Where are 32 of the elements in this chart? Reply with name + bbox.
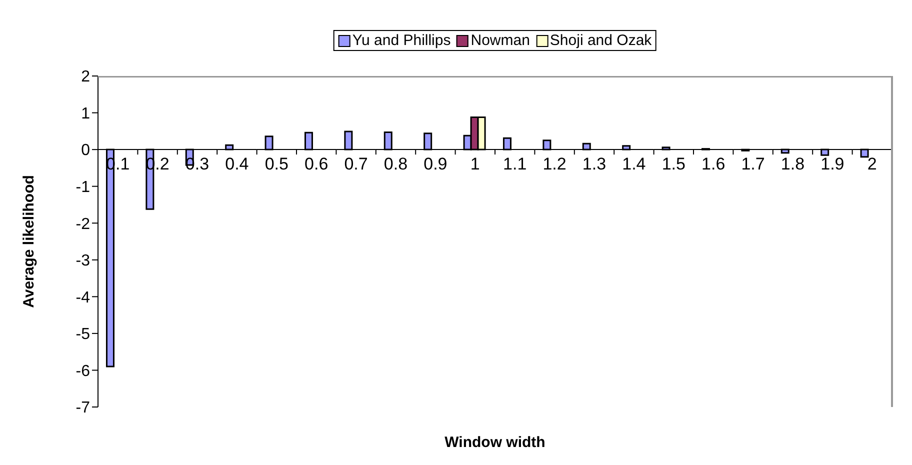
- y-tick-label: 1: [81, 105, 90, 122]
- y-tick-label: -2: [76, 216, 90, 233]
- y-tick-label: -7: [76, 400, 90, 417]
- y-tick-label: -1: [76, 179, 90, 196]
- y-tick-label: 2: [81, 68, 90, 86]
- y-tick-label: -4: [76, 289, 90, 306]
- x-tick-label: 0.6: [304, 154, 328, 174]
- x-tick-label: 0.8: [384, 154, 408, 174]
- legend-label: Yu and Phillips: [352, 32, 451, 49]
- x-tick-label: 1.8: [780, 154, 805, 174]
- y-tick-label: -6: [76, 362, 90, 380]
- x-tick-label: 0.9: [424, 154, 448, 174]
- x-tick-label: 1: [470, 154, 480, 174]
- x-tick-label: 1.1: [503, 154, 527, 174]
- x-tick-label: 0.5: [264, 154, 288, 174]
- x-tick-label: 1.6: [702, 154, 726, 174]
- y-tick-label: -3: [76, 252, 90, 270]
- x-axis-title: Window width: [444, 434, 546, 451]
- x-tick-label: 1.7: [741, 154, 765, 174]
- x-tick-label: 2: [867, 154, 877, 174]
- x-tick-label: 1.5: [662, 154, 686, 174]
- legend-label: Shoji and Ozak: [550, 32, 652, 49]
- x-tick-label: 1.9: [820, 154, 844, 174]
- x-tick-label: 0.4: [225, 154, 249, 174]
- x-tick-label: 1.4: [622, 154, 646, 174]
- x-tick-label: 0.7: [344, 154, 368, 174]
- x-tick-label: 1.2: [542, 154, 566, 174]
- y-tick-label: -5: [76, 326, 90, 344]
- y-tick-label: 0: [81, 142, 90, 160]
- y-axis-title: Average likelihood: [20, 175, 38, 308]
- x-tick-label: 1.3: [582, 154, 606, 174]
- legend-label: Nowman: [470, 32, 530, 49]
